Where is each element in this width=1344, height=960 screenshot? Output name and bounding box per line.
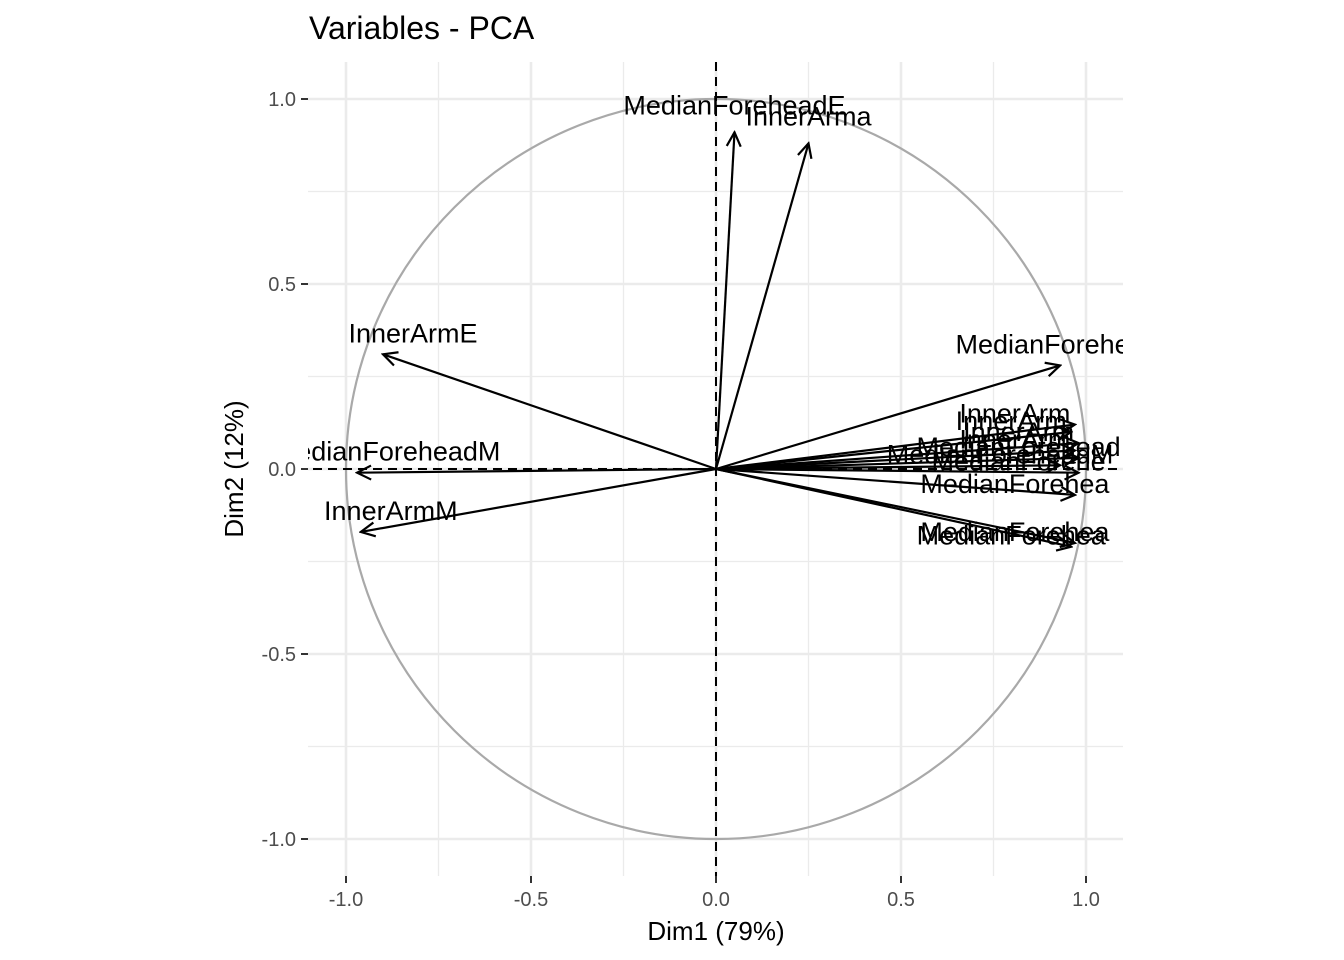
- variable-arrow-11: [715, 458, 1079, 471]
- variable-label-3: InnerArmE: [348, 318, 477, 348]
- variable-label-13: MedianForehe: [932, 447, 1106, 477]
- x-tick-label: -0.5: [514, 889, 548, 911]
- variable-arrow-9: [715, 443, 1079, 471]
- x-tick-label: 1.0: [1072, 889, 1100, 911]
- variable-arrow-16: [715, 467, 1071, 547]
- y-tick-label: 1.0: [268, 89, 296, 111]
- y-tick-label: 0.5: [268, 274, 296, 296]
- variable-label-14: MedianForehea: [920, 469, 1110, 499]
- arrow-layer: [357, 132, 1079, 546]
- variable-label-11: MedianForehead: [917, 432, 1121, 462]
- variable-label-10: InnerArm: [959, 425, 1070, 455]
- variable-label-15: MedianForehea: [920, 517, 1110, 547]
- y-tick-label: -1.0: [262, 829, 296, 851]
- variable-label-12: MedianForeheadM: [887, 439, 1114, 469]
- variable-arrow-2: [714, 143, 809, 470]
- variable-label-1: MedianForeheadE: [623, 90, 845, 120]
- variable-arrow-8: [715, 432, 1071, 471]
- variable-label-2: InnerArma: [745, 101, 872, 131]
- x-axis-title: Dim1 (79%): [647, 916, 784, 946]
- variable-arrow-4: [357, 469, 717, 473]
- variable-label-7: InnerArm: [959, 399, 1070, 429]
- variable-arrow-6: [715, 365, 1060, 471]
- variable-arrow-12: [715, 465, 1060, 469]
- variable-label-4: MedianForeheadM: [274, 437, 501, 467]
- variable-arrow-10: [715, 451, 1075, 471]
- axis-layer: -1.0 -0.5 0.0 0.5 1.0 -1.0 -0.5 0.0 0.5 1.0: [262, 89, 1100, 911]
- y-tick-label: 0.0: [268, 459, 296, 481]
- variable-arrow-7: [715, 425, 1075, 471]
- variable-label-5: InnerArmM: [324, 496, 458, 526]
- chart-title: Variables - PCA: [309, 10, 535, 46]
- variable-arrow-13: [715, 469, 1079, 473]
- y-axis-title: Dim2 (12%): [219, 400, 249, 537]
- variable-arrow-5: [361, 467, 717, 532]
- variable-arrow-3: [383, 354, 717, 471]
- variable-arrow-1: [714, 132, 735, 470]
- variable-label-16: MedianForehea: [917, 521, 1107, 551]
- x-tick-label: 0.0: [702, 889, 730, 911]
- variable-label-6: MedianForehea: [956, 329, 1146, 359]
- y-tick-label: -0.5: [262, 644, 296, 666]
- variable-label-8: InnerArm: [956, 406, 1067, 436]
- variable-label-9: InnerArm: [963, 417, 1074, 447]
- x-tick-label: 0.5: [887, 889, 915, 911]
- x-tick-label: -1.0: [329, 889, 363, 911]
- variable-arrow-14: [715, 467, 1075, 495]
